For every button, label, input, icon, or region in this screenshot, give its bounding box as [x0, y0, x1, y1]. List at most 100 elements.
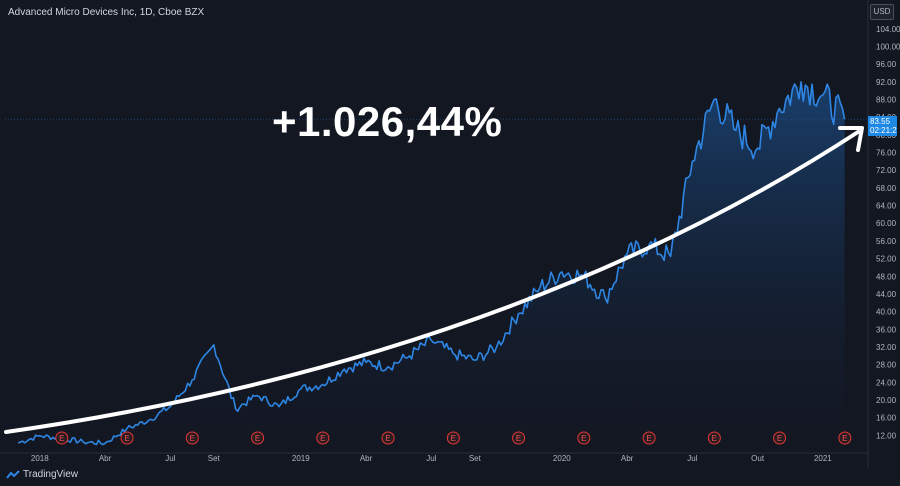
earnings-marker[interactable]: E	[120, 431, 134, 445]
performance-annotation: +1.026,44%	[272, 98, 503, 145]
x-tick-label: Set	[208, 454, 221, 463]
earnings-marker[interactable]: E	[55, 431, 69, 445]
earnings-marker[interactable]: E	[316, 431, 330, 445]
earnings-label: E	[516, 434, 521, 443]
price-area-fill	[18, 81, 845, 454]
y-tick: 60.00	[876, 219, 897, 228]
y-tick-label: 60.00	[876, 219, 897, 228]
x-tick-label: Abr	[360, 454, 373, 463]
trend-arrow-head	[838, 126, 864, 152]
y-tick-label: 36.00	[876, 325, 897, 334]
x-tick-label: Out	[751, 454, 765, 463]
x-tick-label: 2019	[292, 454, 310, 463]
earnings-circle	[185, 431, 199, 445]
y-tick: 100.00	[876, 43, 900, 52]
y-tick-label: 16.00	[876, 414, 897, 423]
y-tick: 24.00	[876, 378, 897, 387]
y-tick-label: 24.00	[876, 378, 897, 387]
earnings-marker[interactable]: E	[707, 431, 721, 445]
earnings-marker[interactable]: E	[773, 431, 787, 445]
earnings-circle	[707, 431, 721, 445]
x-tick-label: Abr	[621, 454, 634, 463]
y-tick: 76.00	[876, 149, 897, 158]
x-tick-label: 2020	[553, 454, 571, 463]
earnings-marker[interactable]: E	[512, 431, 526, 445]
earnings-label: E	[124, 434, 129, 443]
y-tick: 40.00	[876, 308, 897, 317]
y-tick: 88.00	[876, 96, 897, 105]
earnings-circle	[577, 431, 591, 445]
earnings-circle	[642, 431, 656, 445]
last-price: 83.55	[870, 117, 891, 126]
y-tick-label: 12.00	[876, 431, 897, 440]
y-tick: 52.00	[876, 255, 897, 264]
x-tick-label: Jul	[426, 454, 436, 463]
y-tick: 64.00	[876, 202, 897, 211]
countdown-time: 02:21:2	[870, 126, 897, 135]
earnings-circle	[251, 431, 265, 445]
y-tick-label: 68.00	[876, 184, 897, 193]
earnings-label: E	[451, 434, 456, 443]
earnings-label: E	[842, 434, 847, 443]
y-tick: 92.00	[876, 78, 897, 87]
y-tick-label: 28.00	[876, 361, 897, 370]
y-tick-label: 72.00	[876, 166, 897, 175]
earnings-marker[interactable]: E	[185, 431, 199, 445]
price-line	[17, 81, 846, 446]
y-tick: 32.00	[876, 343, 897, 352]
earnings-marker[interactable]: E	[446, 431, 460, 445]
y-tick: 16.00	[876, 414, 897, 423]
earnings-label: E	[59, 434, 64, 443]
earnings-circle	[381, 431, 395, 445]
earnings-marker[interactable]: E	[577, 431, 591, 445]
y-tick-label: 96.00	[876, 60, 897, 69]
earnings-marker[interactable]: E	[642, 431, 656, 445]
y-tick: 28.00	[876, 361, 897, 370]
y-tick-label: 100.00	[876, 43, 900, 52]
y-tick-label: 44.00	[876, 290, 897, 299]
y-tick: 44.00	[876, 290, 897, 299]
y-tick-label: 52.00	[876, 255, 897, 264]
y-tick: 20.00	[876, 396, 897, 405]
y-tick: 12.00	[876, 431, 897, 440]
y-tick: 68.00	[876, 184, 897, 193]
earnings-label: E	[777, 434, 782, 443]
earnings-label: E	[385, 434, 390, 443]
x-tick-label: Abr	[99, 454, 112, 463]
earnings-circle	[838, 431, 852, 445]
y-tick-label: 20.00	[876, 396, 897, 405]
earnings-circle	[446, 431, 460, 445]
earnings-label: E	[581, 434, 586, 443]
currency-label[interactable]: USD	[870, 4, 894, 20]
earnings-circle	[120, 431, 134, 445]
y-tick-label: 64.00	[876, 202, 897, 211]
earnings-marker[interactable]: E	[838, 431, 852, 445]
y-tick-label: 32.00	[876, 343, 897, 352]
earnings-marker[interactable]: E	[381, 431, 395, 445]
earnings-label: E	[646, 434, 651, 443]
y-tick-label: 48.00	[876, 272, 897, 281]
y-tick-label: 92.00	[876, 78, 897, 87]
y-tick: 56.00	[876, 237, 897, 246]
y-tick: 96.00	[876, 60, 897, 69]
trend-arrow	[4, 130, 860, 434]
y-tick-label: 56.00	[876, 237, 897, 246]
earnings-circle	[55, 431, 69, 445]
y-tick: 72.00	[876, 166, 897, 175]
y-tick-label: 104.00	[876, 25, 900, 34]
y-tick: 48.00	[876, 272, 897, 281]
earnings-circle	[512, 431, 526, 445]
symbol-legend[interactable]: Advanced Micro Devices Inc, 1D, Cboe BZX	[8, 7, 205, 18]
earnings-label: E	[320, 434, 325, 443]
tradingview-logo[interactable]: TradingView	[6, 469, 78, 480]
x-tick-label: Jul	[165, 454, 175, 463]
earnings-label: E	[255, 434, 260, 443]
x-tick-label: Set	[469, 454, 482, 463]
x-tick-label: 2018	[31, 454, 49, 463]
earnings-marker[interactable]: E	[251, 431, 265, 445]
earnings-circle	[316, 431, 330, 445]
y-tick-label: 40.00	[876, 308, 897, 317]
x-tick-label: Jul	[687, 454, 697, 463]
